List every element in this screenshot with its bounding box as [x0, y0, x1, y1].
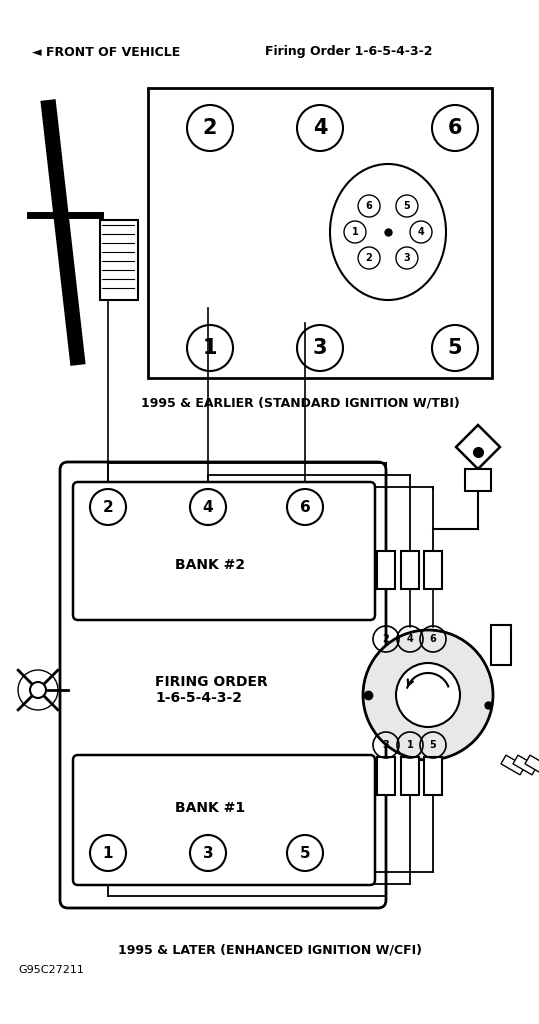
Bar — [401, 757, 419, 795]
Bar — [148, 88, 492, 378]
Text: FIRING ORDER
1-6-5-4-3-2: FIRING ORDER 1-6-5-4-3-2 — [155, 675, 268, 706]
Text: 4: 4 — [203, 500, 213, 514]
Text: BANK #2: BANK #2 — [175, 558, 245, 572]
Text: 3: 3 — [313, 338, 327, 358]
Text: 1: 1 — [203, 338, 217, 358]
Text: 3: 3 — [203, 846, 213, 860]
Text: 4: 4 — [406, 634, 413, 644]
FancyBboxPatch shape — [73, 482, 375, 620]
Text: 4: 4 — [313, 118, 327, 138]
Text: 1: 1 — [103, 846, 113, 860]
Text: 6: 6 — [448, 118, 462, 138]
Circle shape — [363, 630, 493, 760]
Text: 1995 & LATER (ENHANCED IGNITION W/CFI): 1995 & LATER (ENHANCED IGNITION W/CFI) — [118, 943, 422, 956]
Bar — [424, 757, 442, 795]
Text: 4: 4 — [418, 227, 424, 237]
Bar — [100, 220, 138, 300]
FancyBboxPatch shape — [60, 462, 386, 908]
Bar — [465, 469, 491, 490]
Text: 6: 6 — [300, 500, 310, 514]
Bar — [377, 551, 395, 589]
Text: 2: 2 — [383, 634, 389, 644]
Bar — [501, 755, 525, 775]
Text: BANK #1: BANK #1 — [175, 801, 245, 815]
Text: 5: 5 — [404, 201, 410, 211]
Bar — [525, 755, 539, 775]
Text: 2: 2 — [102, 500, 113, 514]
Bar — [401, 551, 419, 589]
Text: Firing Order 1-6-5-4-3-2: Firing Order 1-6-5-4-3-2 — [265, 45, 432, 58]
Text: 6: 6 — [365, 201, 372, 211]
Text: 5: 5 — [448, 338, 462, 358]
Text: 1995 & EARLIER (STANDARD IGNITION W/TBI): 1995 & EARLIER (STANDARD IGNITION W/TBI) — [141, 396, 459, 410]
Text: 1: 1 — [406, 740, 413, 750]
Bar — [377, 757, 395, 795]
FancyBboxPatch shape — [73, 755, 375, 885]
Text: 5: 5 — [300, 846, 310, 860]
Text: G95C27211: G95C27211 — [18, 965, 84, 975]
Text: 1: 1 — [351, 227, 358, 237]
Circle shape — [30, 682, 46, 698]
Text: 2: 2 — [203, 118, 217, 138]
Bar — [513, 755, 537, 775]
Text: 3: 3 — [383, 740, 389, 750]
Text: ◄ FRONT OF VEHICLE: ◄ FRONT OF VEHICLE — [32, 45, 180, 58]
Circle shape — [396, 663, 460, 727]
Text: 3: 3 — [404, 253, 410, 263]
Text: 6: 6 — [430, 634, 437, 644]
Bar — [491, 625, 511, 665]
Text: 5: 5 — [430, 740, 437, 750]
Bar — [424, 551, 442, 589]
Text: 2: 2 — [365, 253, 372, 263]
